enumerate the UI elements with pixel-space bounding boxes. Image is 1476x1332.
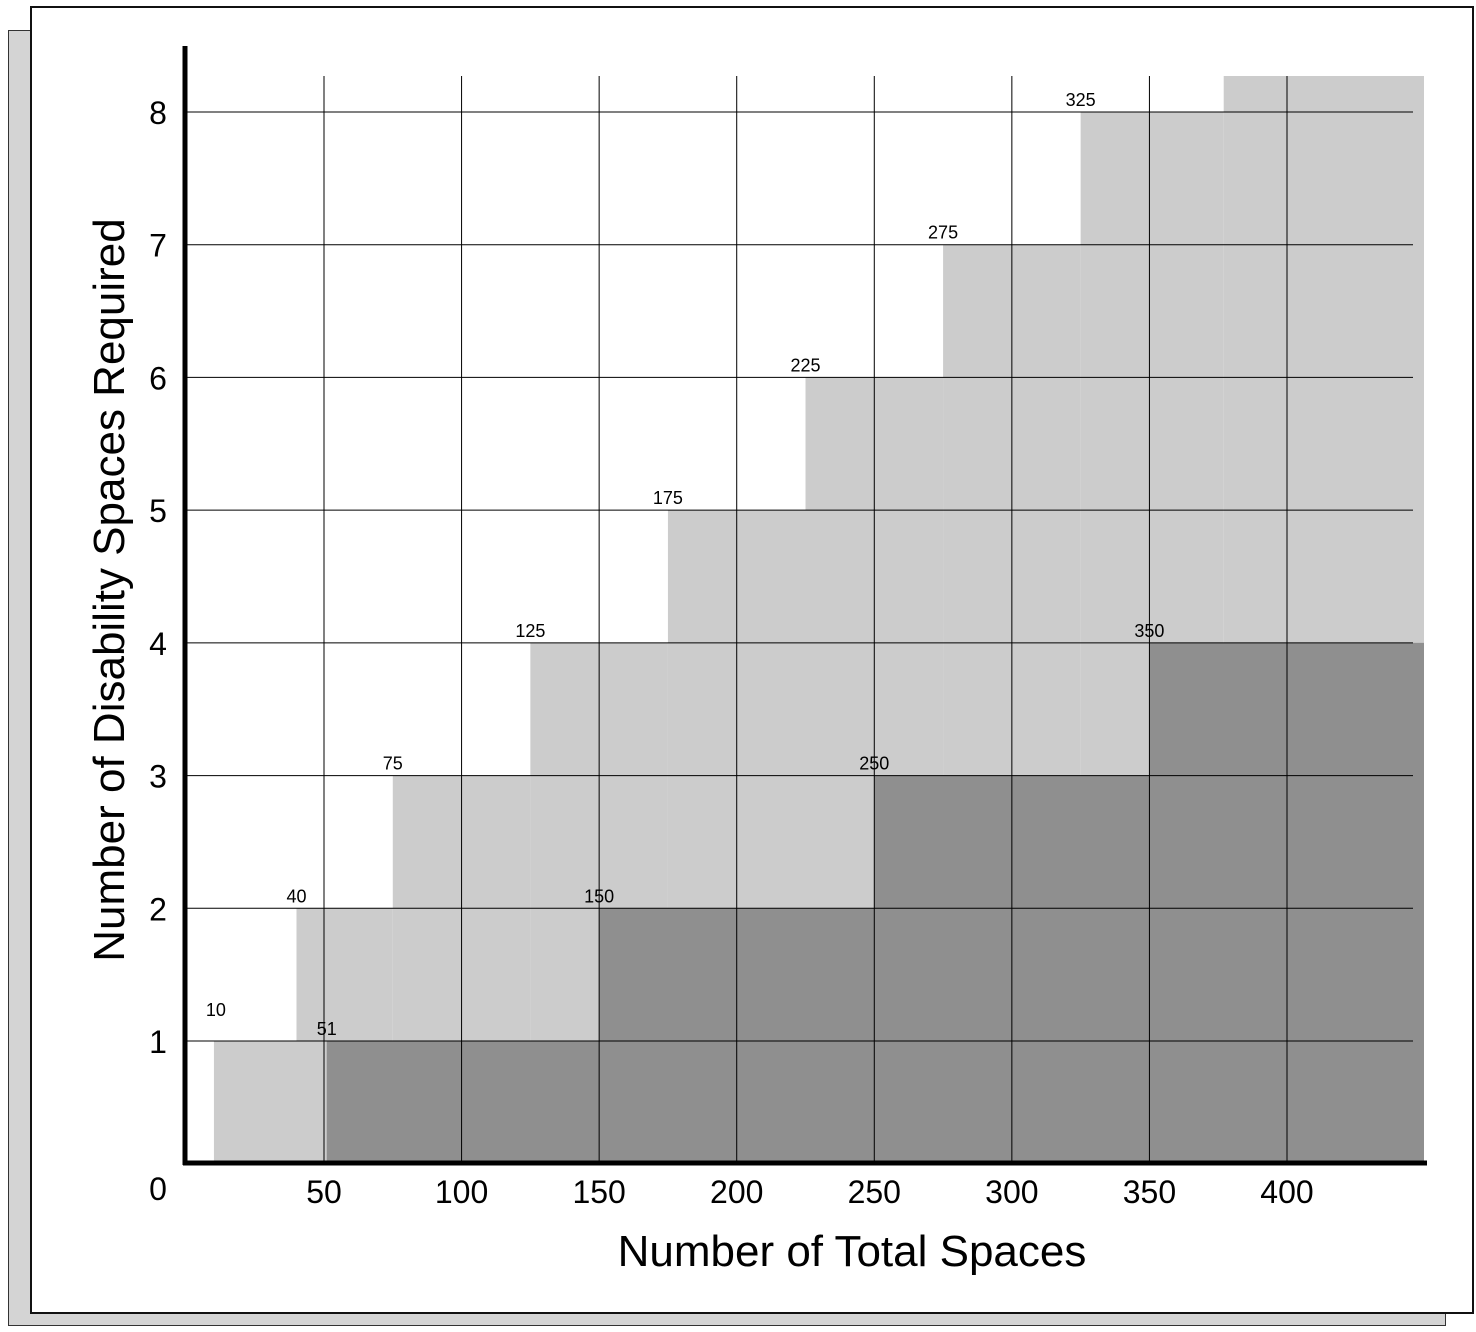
x-tick-label: 50 [306, 1174, 342, 1210]
dark-step-label: 150 [584, 886, 614, 906]
x-tick-label: 100 [435, 1174, 488, 1210]
axes [182, 46, 1427, 1166]
dark-step-label: 51 [317, 1019, 337, 1039]
x-tick-label: 200 [710, 1174, 763, 1210]
dark-step-band [326, 1041, 600, 1163]
x-tick-label: 250 [848, 1174, 901, 1210]
y-tick-label: 4 [149, 626, 167, 662]
light-step-label: 325 [1066, 90, 1096, 110]
step-labels: 10 40 75 125 175 225 275 325 51 150 250 350 [206, 90, 1165, 1039]
x-tick-label: 300 [985, 1174, 1038, 1210]
light-step-label: 225 [790, 355, 820, 375]
x-tick-label: 350 [1123, 1174, 1176, 1210]
x-axis-title: Number of Total Spaces [618, 1227, 1087, 1276]
origin-tick-label: 0 [149, 1171, 167, 1207]
light-step-band [213, 1041, 297, 1163]
x-tick-label: 150 [572, 1174, 625, 1210]
y-tick-label: 5 [149, 493, 167, 529]
light-step-label: 40 [286, 886, 306, 906]
dark-step-label: 350 [1134, 621, 1164, 641]
x-tick-label: 400 [1260, 1174, 1313, 1210]
light-step-label: 10 [206, 1000, 226, 1020]
light-step-label: 75 [383, 754, 403, 774]
series-areas [213, 76, 1424, 1164]
y-tick-label: 7 [149, 228, 167, 264]
y-tick-label: 3 [149, 759, 167, 795]
y-axis-title: Number of Disability Spaces Required [85, 218, 134, 961]
light-step-label: 175 [653, 488, 683, 508]
gridlines [185, 76, 1413, 1163]
y-tick-label: 2 [149, 891, 167, 927]
y-tick-label: 6 [149, 360, 167, 396]
y-tick-label: 8 [149, 95, 167, 131]
y-tick-label: 1 [149, 1024, 167, 1060]
dark-step-label: 250 [859, 754, 889, 774]
light-step-label: 125 [515, 621, 545, 641]
light-step-label: 275 [928, 223, 958, 243]
